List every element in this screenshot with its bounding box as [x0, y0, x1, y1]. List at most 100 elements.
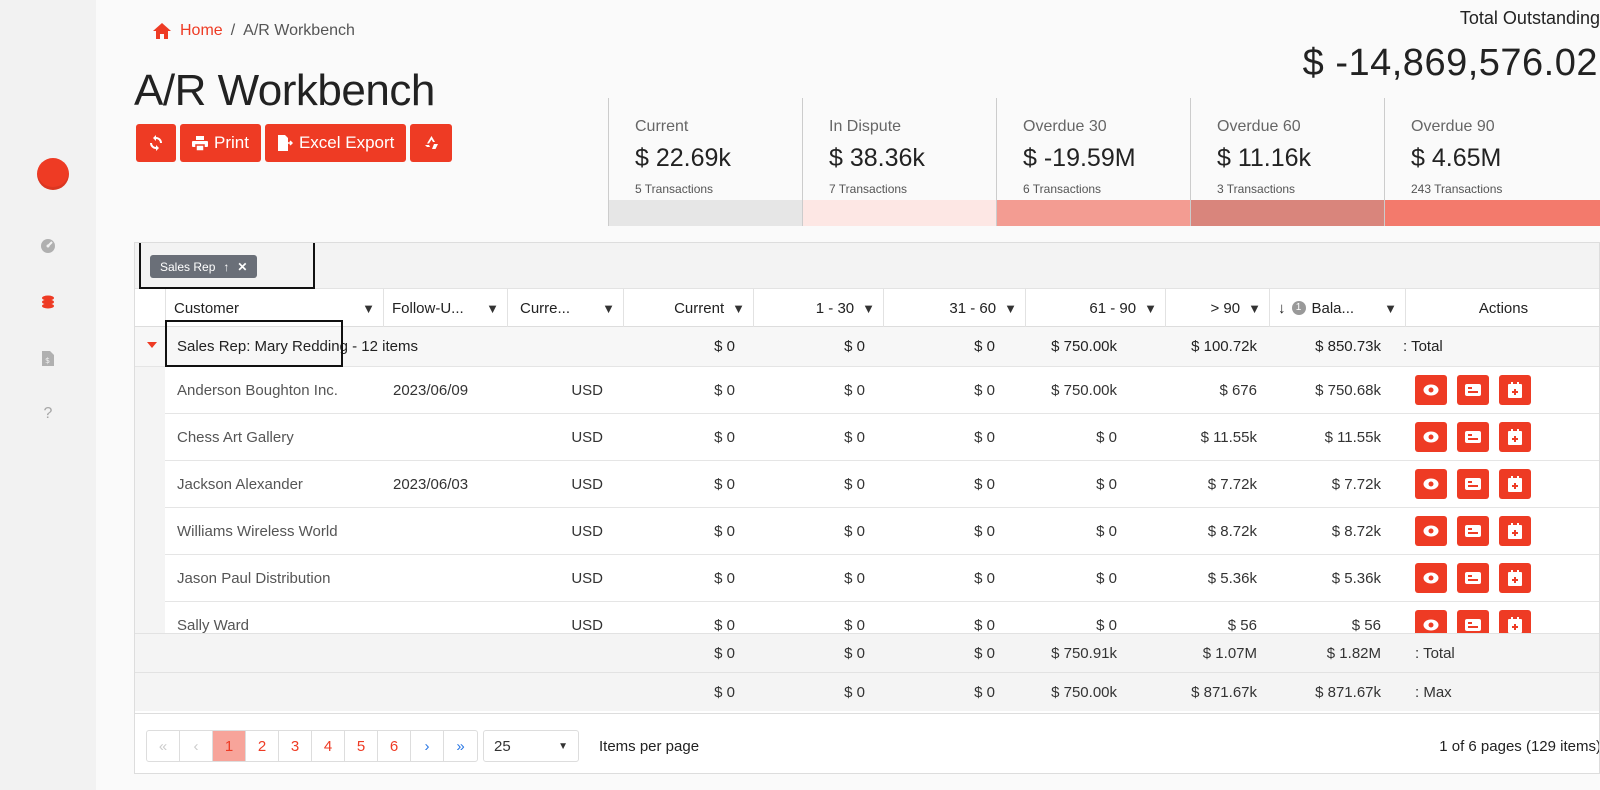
cell-1-30: $ 0: [844, 381, 865, 399]
statement-button[interactable]: [1457, 516, 1489, 546]
cell-current: $ 0: [714, 475, 735, 493]
statement-button[interactable]: [1457, 563, 1489, 593]
footer-over-90: $ 1.07M: [1202, 644, 1257, 662]
table-row[interactable]: Anderson Boughton Inc. 2023/06/09 USD $ …: [165, 367, 1599, 414]
column-header-balance[interactable]: ↓ 1 Bala... ▼: [1269, 289, 1405, 327]
column-header-currency[interactable]: Curre... ▼: [507, 289, 623, 327]
view-button[interactable]: [1415, 563, 1447, 593]
page-button[interactable]: 3: [279, 731, 312, 761]
sort-descending-icon: ↓: [1278, 299, 1286, 317]
column-title: Bala...: [1311, 299, 1355, 317]
summary-card-current[interactable]: Current $ 22.69k 5 Transactions: [608, 98, 802, 226]
page-button[interactable]: 2: [246, 731, 279, 761]
next-page-icon[interactable]: ›: [411, 731, 444, 761]
last-page-icon[interactable]: »: [456, 737, 465, 755]
summary-label: Overdue 90: [1411, 118, 1495, 135]
filter-icon[interactable]: ▼: [486, 300, 499, 316]
page-button[interactable]: 1: [213, 731, 246, 761]
schedule-followup-button[interactable]: [1499, 375, 1531, 405]
column-header-over-90[interactable]: > 90 ▼: [1165, 289, 1269, 327]
filter-icon[interactable]: ▼: [362, 300, 375, 316]
table-row[interactable]: Jackson Alexander 2023/06/03 USD $ 0 $ 0…: [165, 461, 1599, 508]
statement-button[interactable]: [1457, 469, 1489, 499]
column-header-61-90[interactable]: 61 - 90 ▼: [1025, 289, 1165, 327]
highlight-box: [139, 243, 315, 289]
schedule-followup-button[interactable]: [1499, 610, 1531, 633]
summary-transactions: 243 Transactions: [1411, 182, 1503, 196]
schedule-followup-button[interactable]: [1499, 563, 1531, 593]
id-card-icon: [1465, 619, 1481, 631]
cell-current: $ 0: [714, 381, 735, 399]
coins-icon[interactable]: [38, 292, 58, 312]
summary-label: Overdue 30: [1023, 118, 1107, 135]
sort-index-badge: 1: [1291, 301, 1306, 315]
refresh-button[interactable]: [136, 124, 176, 162]
footer-aggregate: : Max: [1415, 683, 1452, 701]
recycle-button[interactable]: [410, 124, 453, 162]
schedule-followup-button[interactable]: [1499, 422, 1531, 452]
cell-follow-up: 2023/06/03: [393, 475, 469, 493]
cell-balance: $ 8.72k: [1331, 522, 1381, 540]
excel-export-button[interactable]: Excel Export: [264, 124, 407, 162]
column-header-1-30[interactable]: 1 - 30 ▼: [753, 289, 883, 327]
filter-icon[interactable]: ▼: [1144, 300, 1157, 316]
view-button[interactable]: [1415, 610, 1447, 633]
view-button[interactable]: [1415, 516, 1447, 546]
dashboard-icon[interactable]: [38, 236, 58, 256]
group-chip-sales-rep[interactable]: Sales Rep ↑ ✕: [150, 255, 258, 278]
filter-icon[interactable]: ▼: [862, 300, 875, 316]
filter-icon[interactable]: ▼: [732, 300, 745, 316]
invoice-icon[interactable]: $: [38, 348, 58, 368]
view-button[interactable]: [1415, 469, 1447, 499]
page-button[interactable]: 6: [378, 731, 411, 761]
cell-61-90: $ 0: [1096, 428, 1117, 446]
close-icon[interactable]: ✕: [237, 259, 248, 274]
cell-follow-up: 2023/06/09: [393, 381, 469, 399]
print-button[interactable]: Print: [180, 124, 261, 162]
help-icon[interactable]: ?: [43, 405, 53, 422]
summary-card-overdue-30[interactable]: Overdue 30 $ -19.59M 6 Transactions: [996, 98, 1190, 226]
filter-icon[interactable]: ▼: [1004, 300, 1017, 316]
cell-customer: Chess Art Gallery: [177, 428, 294, 446]
summary-card-overdue-60[interactable]: Overdue 60 $ 11.16k 3 Transactions: [1190, 98, 1384, 226]
summary-card-in-dispute[interactable]: In Dispute $ 38.36k 7 Transactions: [802, 98, 996, 226]
pagination: « ‹ 1 2 3 4 5 6 › »: [146, 730, 478, 762]
table-row[interactable]: Williams Wireless World USD $ 0 $ 0 $ 0 …: [165, 508, 1599, 555]
svg-text:$: $: [45, 356, 50, 365]
page-size-select[interactable]: 25 ▼: [483, 730, 579, 762]
column-header-current[interactable]: Current ▼: [623, 289, 753, 327]
view-button[interactable]: [1415, 375, 1447, 405]
logo[interactable]: [37, 158, 69, 190]
summary-card-overdue-90[interactable]: Overdue 90 $ 4.65M 243 Transactions: [1384, 98, 1600, 226]
sort-ascending-icon[interactable]: ↑: [223, 259, 230, 274]
table-row[interactable]: Jason Paul Distribution USD $ 0 $ 0 $ 0 …: [165, 555, 1599, 602]
main-area: Home / A/R Workbench A/R Workbench Print…: [96, 0, 1600, 790]
filter-icon[interactable]: ▼: [602, 300, 615, 316]
schedule-followup-button[interactable]: [1499, 469, 1531, 499]
home-icon[interactable]: [152, 22, 172, 40]
column-header-31-60[interactable]: 31 - 60 ▼: [883, 289, 1025, 327]
statement-button[interactable]: [1457, 375, 1489, 405]
summary-label: In Dispute: [829, 118, 902, 135]
prev-page-icon[interactable]: ‹: [180, 731, 213, 761]
filter-icon[interactable]: ▼: [1248, 300, 1261, 316]
view-button[interactable]: [1415, 422, 1447, 452]
statement-button[interactable]: [1457, 610, 1489, 633]
table-row[interactable]: Chess Art Gallery USD $ 0 $ 0 $ 0 $ 0 $ …: [165, 414, 1599, 461]
breadcrumb-home-link[interactable]: Home: [180, 22, 223, 39]
column-header-customer[interactable]: Customer ▼: [165, 289, 383, 327]
summary-color-bar: [1191, 200, 1384, 226]
filter-icon[interactable]: ▼: [1384, 300, 1397, 316]
page-button[interactable]: 4: [312, 731, 345, 761]
collapse-caret-icon[interactable]: [147, 342, 157, 348]
table-row[interactable]: Sally Ward USD $ 0 $ 0 $ 0 $ 0 $ 56 $ 56: [165, 602, 1599, 633]
total-outstanding-value: $ -14,869,576.02: [1302, 42, 1598, 84]
page-button[interactable]: 5: [345, 731, 378, 761]
cell-1-30: $ 0: [844, 616, 865, 634]
schedule-followup-button[interactable]: [1499, 516, 1531, 546]
first-page-icon[interactable]: «: [147, 731, 180, 761]
cell-over-90: $ 676: [1219, 381, 1257, 399]
column-header-follow-up[interactable]: Follow-U... ▼: [383, 289, 507, 327]
group-row[interactable]: Sales Rep: Mary Redding - 12 items $ 0 $…: [135, 320, 1599, 367]
statement-button[interactable]: [1457, 422, 1489, 452]
